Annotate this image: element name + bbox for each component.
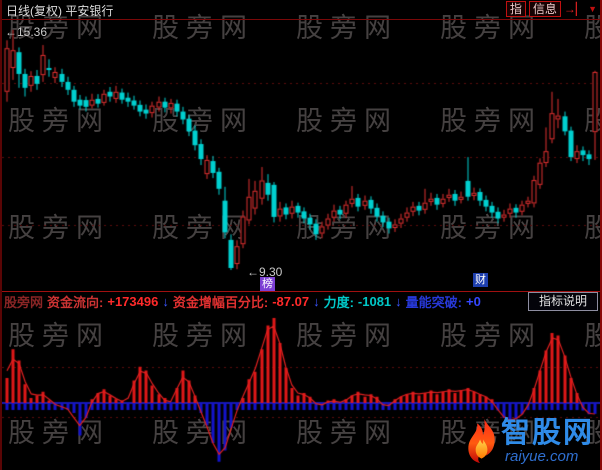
- indicator-help-button[interactable]: 指标说明: [528, 292, 598, 311]
- rank-tag[interactable]: 榜: [260, 277, 275, 291]
- site-watermark-prefix: 股旁网: [4, 295, 44, 310]
- info-button[interactable]: 信息: [528, 1, 561, 17]
- volume-break-value: +0: [466, 294, 481, 309]
- wealth-tag[interactable]: 财: [473, 273, 488, 287]
- down-arrow-icon: ↓: [162, 294, 169, 309]
- brand-name: 智股网: [500, 417, 594, 449]
- volume-break-label: 量能突破:: [405, 295, 462, 310]
- next-page-icon[interactable]: →▏: [563, 2, 586, 16]
- price-high-annotation: ←15.36: [5, 25, 48, 39]
- down-arrow-icon: ↓: [395, 294, 402, 309]
- fund-pct-value: -87.07: [272, 294, 310, 309]
- panel-separator: [2, 291, 600, 292]
- site-logo: 智股网 raiyue.com: [465, 419, 594, 468]
- indicator-header: 股旁网 资金流向: +173496 ↓ 资金增幅百分比: -87.07 ↓ 力度…: [4, 292, 485, 311]
- flame-icon: [465, 419, 501, 468]
- fund-percentage-histogram[interactable]: [2, 312, 600, 470]
- fund-flow-label: 资金流向:: [47, 295, 104, 310]
- fund-flow-value: +173496: [107, 294, 159, 309]
- strength-value: -1081: [357, 294, 392, 309]
- strength-label: 力度:: [323, 295, 354, 310]
- toolbar-divider: [2, 19, 600, 20]
- chevron-down-icon[interactable]: ▼: [588, 4, 597, 14]
- indicator-button[interactable]: 指: [505, 1, 526, 17]
- price-low-annotation: ←9.30: [247, 265, 283, 279]
- candlestick-chart[interactable]: [2, 20, 600, 292]
- down-arrow-icon: ↓: [313, 294, 320, 309]
- brand-domain: raiyue.com: [504, 448, 579, 465]
- fund-pct-label: 资金增幅百分比:: [172, 295, 269, 310]
- chart-title: 日线(复权) 平安银行: [6, 4, 114, 18]
- toolbar-buttons: 指 信息 →▏ ▼: [505, 1, 597, 17]
